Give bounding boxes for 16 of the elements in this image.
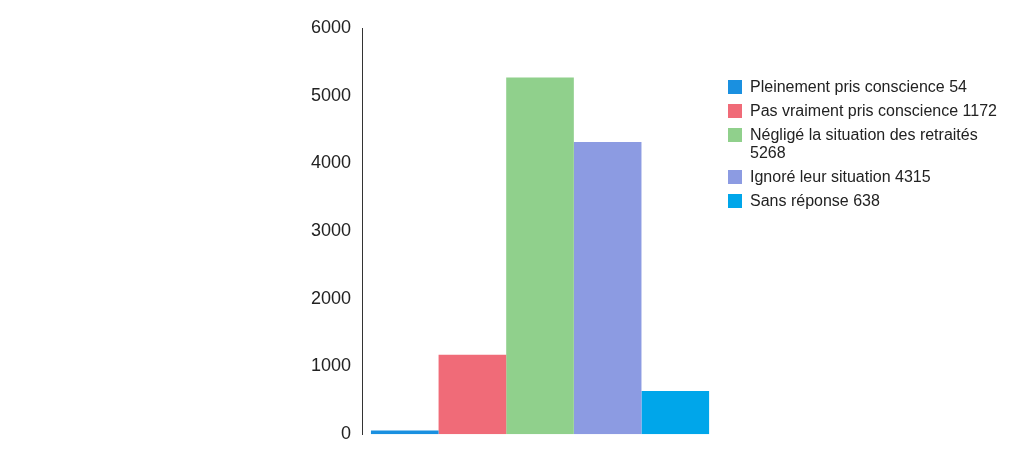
legend-label: Ignoré leur situation 4315 (750, 168, 931, 186)
bar (506, 77, 574, 435)
y-tick-label: 2000 (311, 287, 352, 308)
y-tick-label: 1000 (311, 355, 352, 376)
legend-label: Pleinement pris conscience 54 (750, 78, 968, 96)
bar (641, 391, 710, 435)
legend-label: Pas vraiment pris conscience 1172 (750, 102, 997, 120)
y-tick-label: 6000 (311, 16, 352, 37)
y-tick-label: 4000 (311, 152, 352, 173)
legend-label: Négligé la situation des retraités 5268 (750, 126, 979, 162)
y-tick-label: 0 (341, 423, 352, 444)
y-tick-label: 5000 (311, 84, 352, 105)
y-tick-label: 3000 (311, 220, 352, 241)
legend-label: Sans réponse 638 (750, 192, 880, 210)
bar (573, 142, 642, 435)
bar (438, 354, 507, 435)
